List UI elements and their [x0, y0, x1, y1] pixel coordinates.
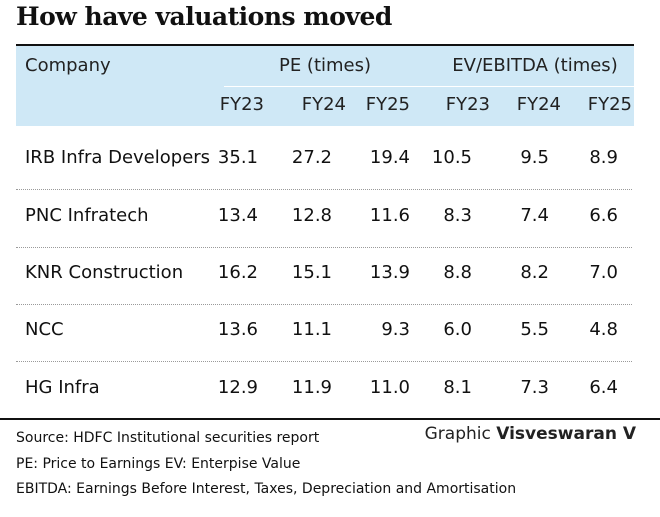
- pe-fy23: 13.4: [217, 205, 258, 226]
- header-year: FY24: [516, 94, 561, 115]
- header-divider: [224, 86, 634, 87]
- table-row: KNR Construction 16.2 15.1 13.9 8.8 8.2 …: [16, 258, 634, 294]
- pe-fy23: 12.9: [217, 377, 258, 398]
- header-year: FY23: [445, 94, 490, 115]
- pe-fy25: 11.0: [369, 377, 410, 398]
- ev-fy23: 10.5: [431, 147, 472, 168]
- ev-fy23: 6.0: [443, 319, 472, 340]
- ev-fy24: 8.2: [520, 262, 549, 283]
- header-year: FY24: [301, 94, 346, 115]
- pe-fy23: 13.6: [217, 319, 258, 340]
- header-year: FY23: [219, 94, 264, 115]
- pe-fy25: 11.6: [369, 205, 410, 226]
- footnote-ebitda: EBITDA: Earnings Before Interest, Taxes,…: [16, 481, 517, 497]
- graphic-credit: Graphic Visveswaran V: [425, 424, 636, 444]
- page-title: How have valuations moved: [16, 2, 392, 31]
- ev-fy24: 5.5: [520, 319, 549, 340]
- footnote-pe-ev: PE: Price to Earnings EV: Enterpise Valu…: [16, 456, 301, 472]
- footnote-source: Source: HDFC Institutional securities re…: [16, 430, 320, 446]
- pe-fy23: 35.1: [217, 147, 258, 168]
- credit-prefix: Graphic: [424, 424, 491, 444]
- pe-fy24: 27.2: [291, 147, 332, 168]
- pe-fy24: 12.8: [291, 205, 332, 226]
- credit-name: Visveswaran V: [496, 424, 636, 444]
- header-ev-group: EV/EBITDA (times): [452, 55, 618, 76]
- header-year: FY25: [587, 94, 632, 115]
- ev-fy24: 7.3: [520, 377, 549, 398]
- ev-fy25: 6.4: [589, 377, 618, 398]
- pe-fy25: 19.4: [369, 147, 410, 168]
- top-rule: [16, 44, 634, 46]
- ev-fy25: 8.9: [589, 147, 618, 168]
- header-year: FY25: [365, 94, 410, 115]
- table-row: NCC 13.6 11.1 9.3 6.0 5.5 4.8: [16, 315, 634, 351]
- pe-fy24: 11.1: [291, 319, 332, 340]
- company-name: KNR Construction: [25, 262, 184, 283]
- table-row: IRB Infra Developers 35.1 27.2 19.4 10.5…: [16, 143, 634, 179]
- ev-fy25: 7.0: [589, 262, 618, 283]
- ev-fy23: 8.3: [443, 205, 472, 226]
- row-divider: [16, 189, 632, 190]
- company-name: NCC: [25, 319, 64, 340]
- header-pe-group: PE (times): [278, 55, 372, 76]
- company-name: IRB Infra Developers: [25, 147, 211, 168]
- ev-fy24: 7.4: [520, 205, 549, 226]
- row-divider: [16, 304, 632, 305]
- ev-fy25: 4.8: [589, 319, 618, 340]
- pe-fy25: 13.9: [369, 262, 410, 283]
- company-name: HG Infra: [25, 377, 100, 398]
- ev-fy23: 8.1: [443, 377, 472, 398]
- ev-fy25: 6.6: [589, 205, 618, 226]
- table-header: Company PE (times) EV/EBITDA (times) FY2…: [16, 46, 634, 126]
- pe-fy24: 15.1: [291, 262, 332, 283]
- row-divider: [16, 361, 632, 362]
- table-row: HG Infra 12.9 11.9 11.0 8.1 7.3 6.4: [16, 373, 634, 409]
- bottom-rule: [0, 418, 660, 420]
- pe-fy23: 16.2: [217, 262, 258, 283]
- table-row: PNC Infratech 13.4 12.8 11.6 8.3 7.4 6.6: [16, 201, 634, 237]
- pe-fy25: 9.3: [381, 319, 410, 340]
- row-divider: [16, 247, 632, 248]
- ev-fy23: 8.8: [443, 262, 472, 283]
- header-company: Company: [25, 55, 111, 76]
- ev-fy24: 9.5: [520, 147, 549, 168]
- company-name: PNC Infratech: [25, 205, 149, 226]
- pe-fy24: 11.9: [291, 377, 332, 398]
